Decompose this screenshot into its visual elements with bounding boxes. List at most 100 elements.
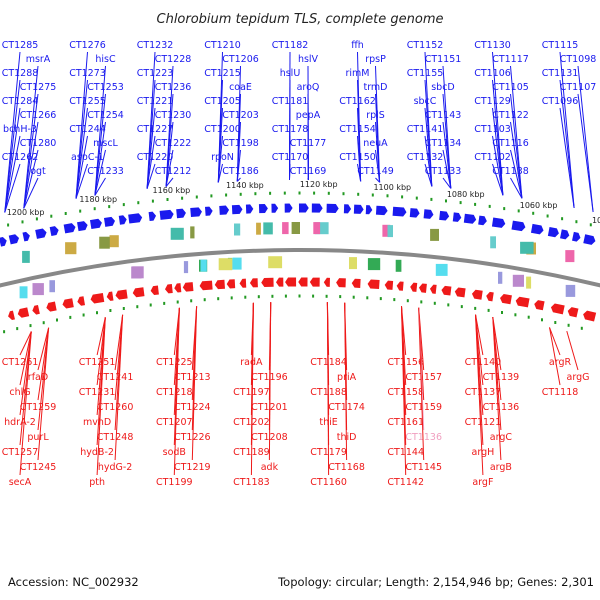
- gene-label[interactable]: ogt: [30, 166, 46, 177]
- gene-label[interactable]: CT1098: [560, 54, 597, 65]
- gene-label[interactable]: pepA: [296, 110, 321, 121]
- gene-label[interactable]: argF: [472, 477, 493, 488]
- gene-label[interactable]: CT1226: [174, 432, 211, 443]
- gene-label[interactable]: CT1255: [69, 96, 106, 107]
- gene-label[interactable]: CT1273: [69, 68, 106, 79]
- gene-label[interactable]: CT1276: [69, 40, 106, 51]
- gene-label[interactable]: CT1233: [87, 166, 124, 177]
- gene-label[interactable]: CT1213: [174, 372, 211, 383]
- gene-label[interactable]: CT1117: [492, 54, 529, 65]
- gene-label[interactable]: CT1227: [137, 124, 174, 135]
- gene-label[interactable]: mscL: [93, 138, 118, 149]
- gene-label[interactable]: CT1215: [204, 68, 241, 79]
- gene-label[interactable]: CT1177: [290, 138, 327, 149]
- gene-label[interactable]: CT1138: [492, 166, 529, 177]
- gene-label[interactable]: CT1134: [425, 138, 462, 149]
- gene-label[interactable]: CT1199: [156, 477, 193, 488]
- gene-label[interactable]: CT1157: [405, 372, 442, 383]
- gene-label[interactable]: CT1248: [97, 432, 134, 443]
- gene-label[interactable]: CT1103: [474, 124, 511, 135]
- gene-label[interactable]: CT1206: [222, 54, 259, 65]
- gene-label[interactable]: CT1225: [156, 357, 193, 368]
- gene-label[interactable]: CT1251: [79, 357, 116, 368]
- gene-label[interactable]: CT1158: [387, 387, 424, 398]
- gene-label[interactable]: CT1136: [483, 402, 520, 413]
- gene-label[interactable]: CT1200: [204, 124, 241, 135]
- gene-label[interactable]: aroQ: [297, 82, 320, 93]
- gene-label[interactable]: secA: [9, 477, 32, 488]
- gene-label[interactable]: CT1210: [204, 40, 241, 51]
- gene-label[interactable]: CT1140: [465, 357, 502, 368]
- gene-label[interactable]: CT1170: [272, 152, 309, 163]
- gene-label[interactable]: rplS: [366, 110, 385, 121]
- gene-label[interactable]: CT1121: [465, 417, 502, 428]
- gene-label[interactable]: hslU: [280, 68, 301, 79]
- gene-label[interactable]: CT1236: [155, 82, 192, 93]
- gene-label[interactable]: hdrA-2: [4, 417, 36, 428]
- gene-label[interactable]: adk: [261, 462, 279, 473]
- gene-label[interactable]: CT1162: [339, 96, 376, 107]
- gene-label[interactable]: coaE: [229, 82, 252, 93]
- gene-label[interactable]: CT1285: [2, 40, 39, 51]
- gene-label[interactable]: CT1151: [425, 54, 462, 65]
- gene-label[interactable]: CT1266: [20, 110, 57, 121]
- gene-label[interactable]: sbcD: [431, 82, 455, 93]
- gene-label[interactable]: CT1253: [87, 82, 124, 93]
- gene-label[interactable]: hisC: [95, 54, 116, 65]
- gene-label[interactable]: CT1161: [387, 417, 424, 428]
- gene-label[interactable]: mvhD: [83, 417, 111, 428]
- gene-label[interactable]: CT1106: [474, 68, 511, 79]
- gene-label[interactable]: hydB-2: [80, 447, 114, 458]
- gene-label[interactable]: CT1221: [137, 96, 174, 107]
- gene-label[interactable]: CT1224: [174, 402, 211, 413]
- gene-label[interactable]: CT1212: [155, 166, 192, 177]
- gene-label[interactable]: CT1232: [137, 40, 174, 51]
- gene-label[interactable]: CT1105: [492, 82, 529, 93]
- gene-label[interactable]: CT1118: [542, 387, 579, 398]
- gene-label[interactable]: argC: [490, 432, 513, 443]
- gene-label[interactable]: argB: [490, 462, 512, 473]
- gene-label[interactable]: CT1116: [492, 138, 529, 149]
- gene-label[interactable]: sodB: [163, 447, 186, 458]
- gene-label[interactable]: CT1159: [405, 402, 442, 413]
- gene-label[interactable]: CT1139: [483, 372, 520, 383]
- gene-label[interactable]: CT1132: [407, 152, 444, 163]
- gene-label[interactable]: trmD: [363, 82, 387, 93]
- gene-label[interactable]: CT1207: [156, 417, 193, 428]
- gene-label[interactable]: priA: [337, 372, 357, 383]
- gene-label[interactable]: CT1259: [20, 402, 57, 413]
- gene-label[interactable]: CT1102: [474, 152, 511, 163]
- gene-label[interactable]: CT1136: [405, 432, 442, 443]
- gene-label[interactable]: CT1133: [425, 166, 462, 177]
- gene-label[interactable]: argR: [549, 357, 572, 368]
- gene-label[interactable]: msrA: [26, 54, 51, 65]
- gene-label[interactable]: neuA: [363, 138, 388, 149]
- gene-label[interactable]: hydG-2: [98, 462, 133, 473]
- gene-label[interactable]: CT1220: [137, 152, 174, 163]
- gene-label[interactable]: CT1284: [2, 96, 39, 107]
- gene-label[interactable]: purL: [27, 432, 49, 443]
- gene-label[interactable]: CT1262: [2, 152, 39, 163]
- gene-label[interactable]: CT1222: [155, 138, 192, 149]
- gene-label[interactable]: CT1275: [20, 82, 57, 93]
- gene-label[interactable]: CT1149: [357, 166, 394, 177]
- gene-label[interactable]: bchH-3: [3, 124, 37, 135]
- gene-label[interactable]: CT1241: [97, 372, 134, 383]
- gene-label[interactable]: CT1137: [465, 387, 502, 398]
- gene-label[interactable]: CT1218: [156, 387, 193, 398]
- gene-label[interactable]: CT1182: [272, 40, 309, 51]
- gene-label[interactable]: CT1115: [542, 40, 579, 51]
- gene-label[interactable]: CT1205: [204, 96, 241, 107]
- gene-label[interactable]: CT1245: [20, 462, 57, 473]
- gene-label[interactable]: CT1142: [387, 477, 424, 488]
- gene-label[interactable]: argH: [472, 447, 495, 458]
- gene-label[interactable]: CT1152: [407, 40, 444, 51]
- gene-label[interactable]: CT1288: [2, 68, 39, 79]
- gene-label[interactable]: CT1181: [272, 96, 309, 107]
- gene-label[interactable]: CT1154: [339, 124, 376, 135]
- gene-label[interactable]: CT1131: [542, 68, 579, 79]
- gene-label[interactable]: CT1122: [492, 110, 529, 121]
- gene-label[interactable]: chlG: [9, 387, 30, 398]
- gene-label[interactable]: CT1178: [272, 124, 309, 135]
- gene-label[interactable]: sbcC: [414, 96, 437, 107]
